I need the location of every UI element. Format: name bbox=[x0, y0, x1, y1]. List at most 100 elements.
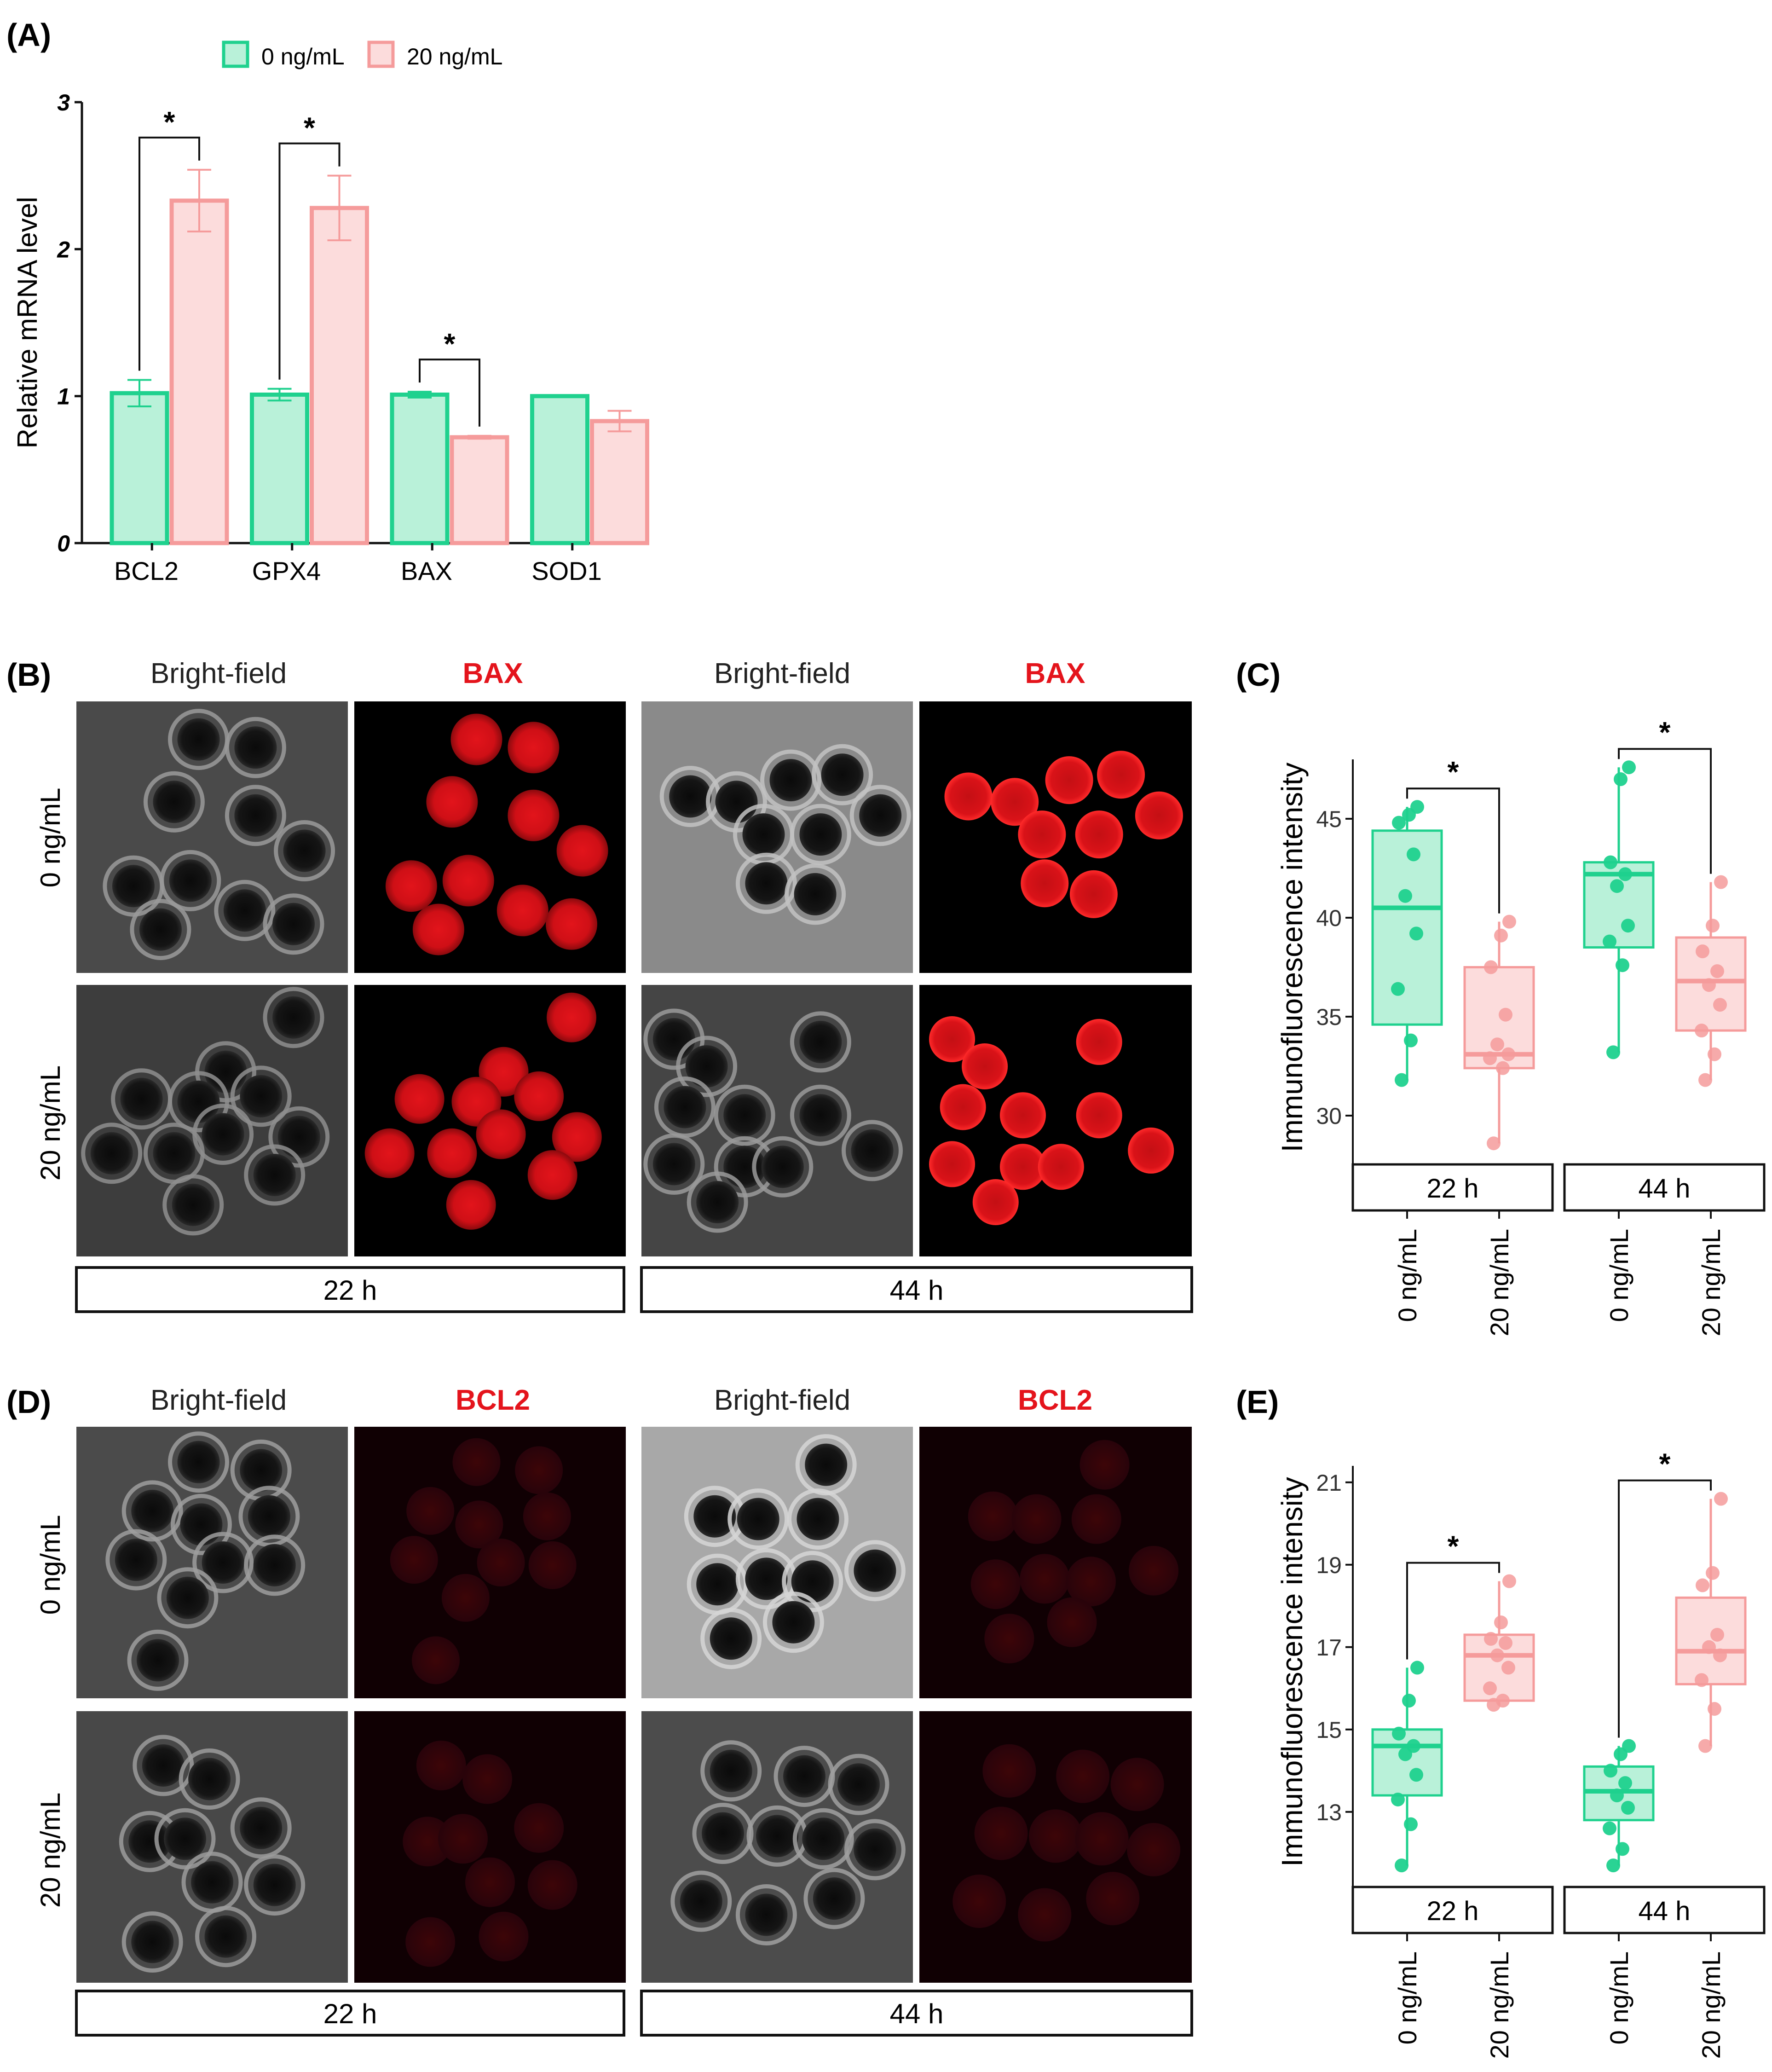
data-point bbox=[1392, 816, 1406, 830]
time-box-d-44h bbox=[640, 1990, 1193, 2037]
oocyte-zona bbox=[81, 1123, 143, 1184]
oocyte-zona bbox=[842, 1120, 903, 1181]
facet-label: 22 h bbox=[1427, 1174, 1479, 1204]
oocyte bbox=[112, 865, 155, 908]
header-brightfield-d-44h: Bright-field bbox=[714, 1384, 850, 1416]
stained-oocyte bbox=[1011, 1494, 1062, 1544]
oocyte bbox=[742, 813, 785, 856]
data-point bbox=[1494, 1615, 1508, 1630]
data-point bbox=[1616, 1842, 1629, 1856]
oocyte-zona bbox=[214, 880, 276, 941]
oocyte-zona bbox=[735, 1884, 797, 1945]
facet-strip bbox=[1563, 1163, 1766, 1212]
y-axis-title-e: Immunofluorescence intensity bbox=[1276, 1477, 1309, 1867]
box-e-22h-treat bbox=[1463, 1633, 1535, 1702]
oocyte bbox=[799, 1020, 842, 1063]
oocyte bbox=[204, 1915, 247, 1958]
data-point bbox=[1410, 800, 1424, 814]
stained-oocyte bbox=[523, 1492, 571, 1540]
oocyte-zona bbox=[244, 1854, 306, 1916]
stained-oocyte bbox=[455, 1500, 503, 1549]
y-tick-label: 19 bbox=[1316, 1552, 1342, 1578]
oocyte bbox=[702, 1812, 744, 1855]
oocyte-zona bbox=[670, 1870, 732, 1932]
significance-star: * bbox=[304, 111, 315, 145]
stained-oocyte bbox=[999, 1092, 1046, 1139]
data-point bbox=[1483, 1051, 1497, 1065]
oocyte-zona bbox=[790, 804, 851, 865]
oocyte bbox=[794, 873, 837, 915]
panel-label-a: (A) bbox=[6, 17, 51, 53]
oocyte bbox=[169, 859, 212, 902]
time-box-d-22h bbox=[75, 1990, 625, 2037]
stained-oocyte bbox=[1047, 1597, 1097, 1647]
data-point bbox=[1622, 1739, 1636, 1753]
data-point bbox=[1621, 919, 1635, 933]
significance-bracket bbox=[1406, 787, 1500, 914]
bar-gpx4-ctrl bbox=[250, 392, 309, 545]
oocyte-zona bbox=[274, 820, 335, 881]
y-tick-label: 15 bbox=[1316, 1717, 1342, 1743]
data-point bbox=[1696, 1578, 1709, 1592]
oocyte-zona bbox=[844, 1819, 906, 1881]
oocyte-zona bbox=[785, 863, 846, 925]
oocyte-zona bbox=[121, 1911, 183, 1973]
significance-bracket bbox=[139, 136, 200, 371]
oocyte bbox=[664, 1086, 706, 1129]
oocyte bbox=[693, 1495, 736, 1538]
oocyte-zona bbox=[812, 744, 873, 805]
oocyte bbox=[223, 889, 266, 932]
data-point bbox=[1708, 1047, 1721, 1061]
data-point bbox=[1484, 1632, 1498, 1646]
oocyte bbox=[277, 1116, 320, 1158]
stained-oocyte bbox=[999, 1144, 1046, 1190]
bar-sod1-treat bbox=[590, 419, 649, 545]
oocyte bbox=[180, 1503, 223, 1546]
panel-label-c: (C) bbox=[1236, 657, 1281, 693]
oocyte bbox=[137, 1639, 179, 1682]
oocyte bbox=[202, 1541, 244, 1584]
oocyte bbox=[248, 1495, 290, 1538]
stained-oocyte bbox=[546, 898, 597, 950]
oocyte-zona bbox=[160, 850, 221, 911]
bar-bcl2-treat bbox=[169, 198, 229, 545]
stained-oocyte bbox=[1071, 1494, 1121, 1544]
oocyte bbox=[272, 996, 315, 1039]
oocyte-zona bbox=[195, 1906, 256, 1968]
stained-oocyte bbox=[465, 1857, 515, 1907]
stained-oocyte bbox=[496, 885, 548, 937]
oocyte-zona bbox=[230, 1065, 292, 1127]
data-point bbox=[1698, 1739, 1712, 1753]
stained-oocyte bbox=[452, 1438, 501, 1486]
stained-oocyte bbox=[929, 1016, 975, 1062]
oocyte bbox=[177, 1441, 220, 1483]
facet-label: 22 h bbox=[1427, 1896, 1479, 1926]
data-point bbox=[1496, 1061, 1510, 1075]
group-label: 20 ng/mL bbox=[1485, 1229, 1514, 1337]
oocyte bbox=[240, 1806, 283, 1849]
oocyte bbox=[283, 829, 326, 872]
stained-oocyte bbox=[1128, 1127, 1174, 1174]
stained-oocyte bbox=[446, 1180, 496, 1230]
stained-oocyte bbox=[406, 1487, 455, 1535]
significance-star: * bbox=[164, 105, 175, 139]
stained-oocyte bbox=[385, 860, 437, 912]
stained-oocyte bbox=[970, 1559, 1021, 1609]
legend-a: 0 ng/mL 20 ng/mL bbox=[222, 41, 502, 69]
oocyte-zona bbox=[643, 1133, 705, 1195]
time-label-d-22h: 22 h bbox=[323, 1998, 377, 2029]
group-label: 0 ng/mL bbox=[1393, 1951, 1422, 2044]
data-point bbox=[1494, 928, 1508, 943]
stained-oocyte bbox=[1020, 1554, 1070, 1604]
oocyte bbox=[813, 1877, 855, 1920]
data-point bbox=[1409, 926, 1423, 941]
data-point bbox=[1502, 914, 1516, 929]
y-tick-label: 17 bbox=[1316, 1635, 1342, 1661]
oocyte-zona bbox=[735, 852, 797, 914]
oocyte bbox=[791, 1560, 834, 1603]
oocyte bbox=[805, 1443, 848, 1486]
stained-oocyte bbox=[441, 1574, 490, 1622]
stained-oocyte bbox=[1038, 1144, 1084, 1190]
stained-oocyte bbox=[1086, 1872, 1140, 1926]
oocyte-zona bbox=[143, 771, 205, 833]
